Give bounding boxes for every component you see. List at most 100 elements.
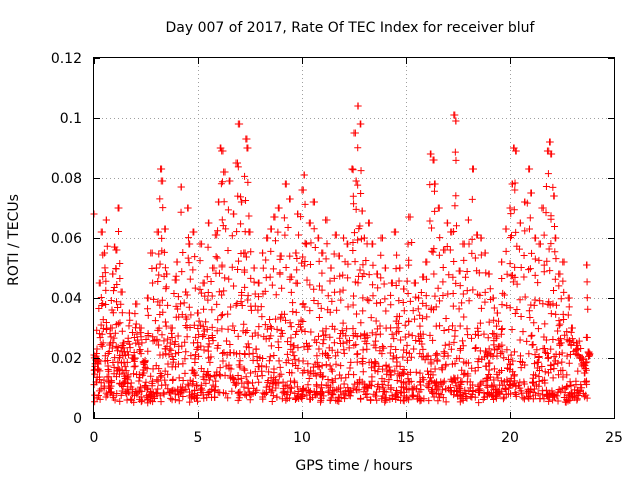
data-point <box>241 172 249 180</box>
data-point <box>511 377 519 385</box>
data-point <box>583 261 591 269</box>
data-point <box>513 306 521 314</box>
data-point <box>194 309 202 317</box>
data-point <box>541 368 549 376</box>
data-point <box>121 363 129 371</box>
data-point <box>195 352 203 360</box>
y-axis-label: ROTI / TECUs <box>6 194 22 286</box>
data-point <box>552 350 560 358</box>
data-point <box>306 261 314 269</box>
data-point <box>131 362 139 370</box>
data-point <box>375 362 383 370</box>
data-point <box>442 385 450 393</box>
x-tick-label: 5 <box>194 430 203 446</box>
data-point <box>459 342 467 350</box>
data-point <box>400 307 408 315</box>
data-point <box>406 368 414 376</box>
data-point <box>186 376 194 384</box>
data-point <box>332 360 340 368</box>
data-point <box>216 370 224 378</box>
data-point <box>339 286 347 294</box>
data-point <box>214 316 222 324</box>
data-point <box>498 258 506 266</box>
data-point <box>393 324 401 332</box>
data-point <box>322 325 330 333</box>
data-point <box>480 330 488 338</box>
data-point <box>277 370 285 378</box>
data-point <box>435 204 443 212</box>
y-tick-label: 0.04 <box>51 291 82 307</box>
data-point <box>485 390 493 398</box>
data-point <box>244 296 252 304</box>
data-point <box>360 234 368 242</box>
data-point <box>372 337 380 345</box>
data-point <box>543 147 551 155</box>
data-point <box>266 353 274 361</box>
data-point <box>286 195 294 203</box>
data-point <box>446 246 454 254</box>
data-point <box>528 341 536 349</box>
data-point <box>551 357 559 365</box>
data-point <box>141 356 149 364</box>
data-point <box>448 228 456 236</box>
data-point <box>469 165 477 173</box>
data-point <box>114 304 122 312</box>
data-point <box>157 398 165 406</box>
data-point <box>352 177 360 185</box>
data-point <box>356 222 364 230</box>
data-point <box>152 264 160 272</box>
data-point <box>387 385 395 393</box>
data-point <box>136 346 144 354</box>
data-point <box>386 349 394 357</box>
data-point <box>359 261 367 269</box>
data-point <box>245 344 253 352</box>
data-point <box>440 377 448 385</box>
data-point <box>500 393 508 401</box>
data-point <box>455 305 463 313</box>
data-point <box>487 351 495 359</box>
data-point <box>185 382 193 390</box>
data-point <box>272 291 280 299</box>
data-point <box>426 181 434 189</box>
data-point <box>424 352 432 360</box>
data-point <box>331 375 339 383</box>
data-point <box>395 277 403 285</box>
data-point <box>562 383 570 391</box>
data-point <box>536 297 544 305</box>
data-point <box>93 349 101 357</box>
data-point <box>114 320 122 328</box>
data-point <box>380 280 388 288</box>
data-point <box>259 389 267 397</box>
data-point <box>292 249 300 257</box>
data-point <box>228 232 236 240</box>
data-point <box>166 339 174 347</box>
data-point <box>122 367 130 375</box>
data-point <box>468 364 476 372</box>
data-point <box>249 379 257 387</box>
data-point <box>216 364 224 372</box>
data-point <box>350 341 358 349</box>
data-point <box>450 338 458 346</box>
data-point <box>340 234 348 242</box>
data-point <box>179 392 187 400</box>
data-point <box>423 352 431 360</box>
data-point <box>315 314 323 322</box>
data-point <box>525 394 533 402</box>
data-point <box>433 357 441 365</box>
data-point <box>253 386 261 394</box>
data-point <box>358 207 366 215</box>
data-point <box>213 231 221 239</box>
data-point <box>340 380 348 388</box>
data-point <box>228 387 236 395</box>
data-point <box>460 313 468 321</box>
data-point <box>288 369 296 377</box>
data-point <box>299 369 307 377</box>
data-point <box>540 231 548 239</box>
data-point <box>224 246 232 254</box>
data-point <box>295 320 303 328</box>
data-point <box>240 320 248 328</box>
data-point <box>349 325 357 333</box>
data-point <box>474 327 482 335</box>
data-point <box>183 315 191 323</box>
data-point <box>451 148 459 156</box>
